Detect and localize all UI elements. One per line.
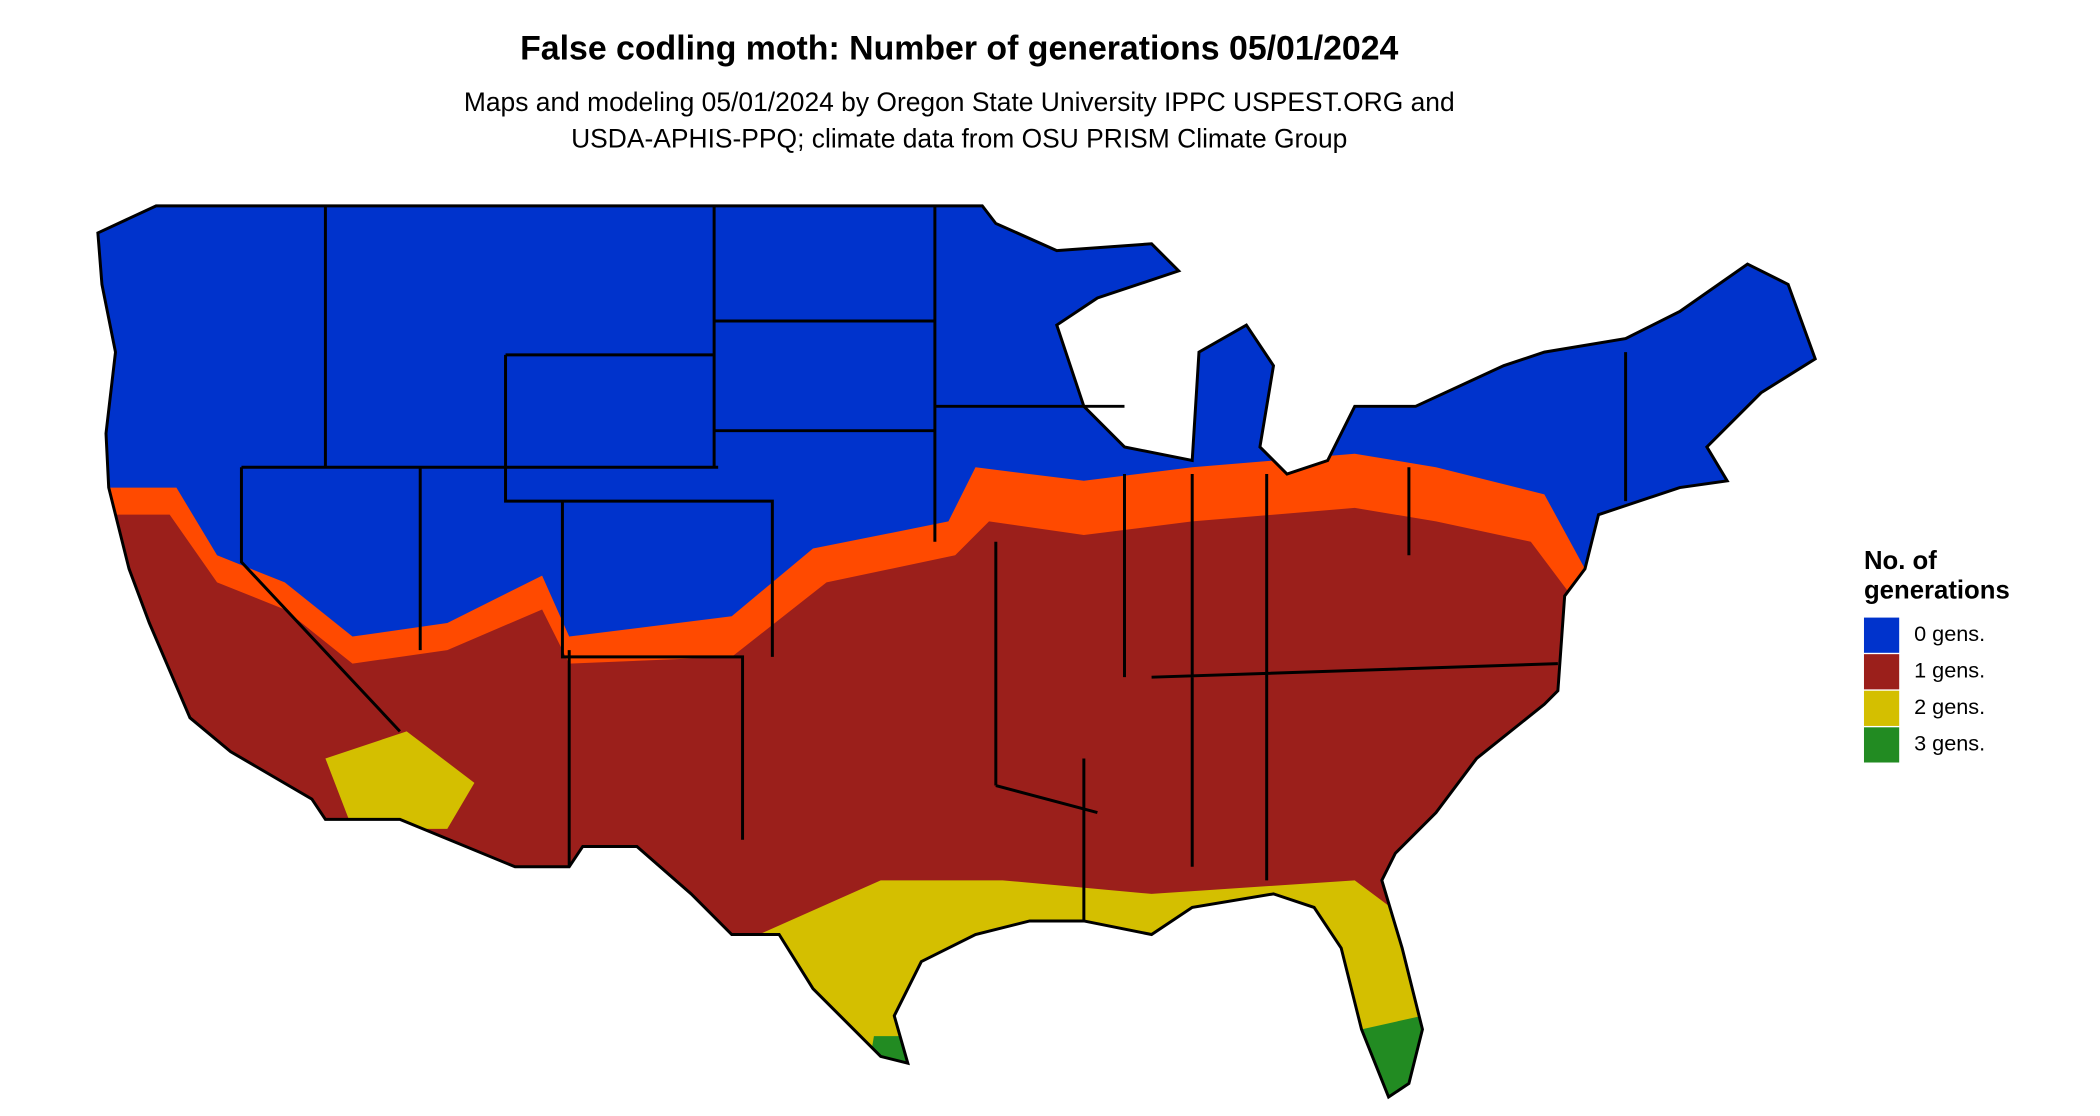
zone-3-gens	[1347, 1015, 1430, 1098]
legend-label: 2 gens.	[1914, 694, 1985, 719]
legend-label: 0 gens.	[1914, 621, 1985, 646]
legend-label: 3 gens.	[1914, 731, 1985, 756]
zone-2-gens	[325, 731, 475, 829]
legend-title: No. of	[1864, 547, 1937, 575]
legend-swatch	[1863, 690, 1900, 726]
map-subtitle: USDA-APHIS-PPQ; climate data from OSU PR…	[571, 124, 1347, 154]
legend-swatch	[1863, 727, 1900, 763]
map-regions	[97, 205, 1816, 1098]
map-title: False codling moth: Number of generation…	[520, 30, 1398, 68]
legend-swatch	[1863, 617, 1900, 653]
map-subtitle: Maps and modeling 05/01/2024 by Oregon S…	[464, 87, 1455, 117]
legend-label: 1 gens.	[1914, 657, 1985, 682]
legend-swatch	[1863, 654, 1900, 690]
zone-3-gens	[867, 1036, 911, 1077]
legend-title: generations	[1864, 577, 2010, 605]
legend: No. of generations 0 gens. 1 gens. 2 gens.…	[1863, 547, 2010, 763]
state-borders	[96, 204, 1817, 1099]
